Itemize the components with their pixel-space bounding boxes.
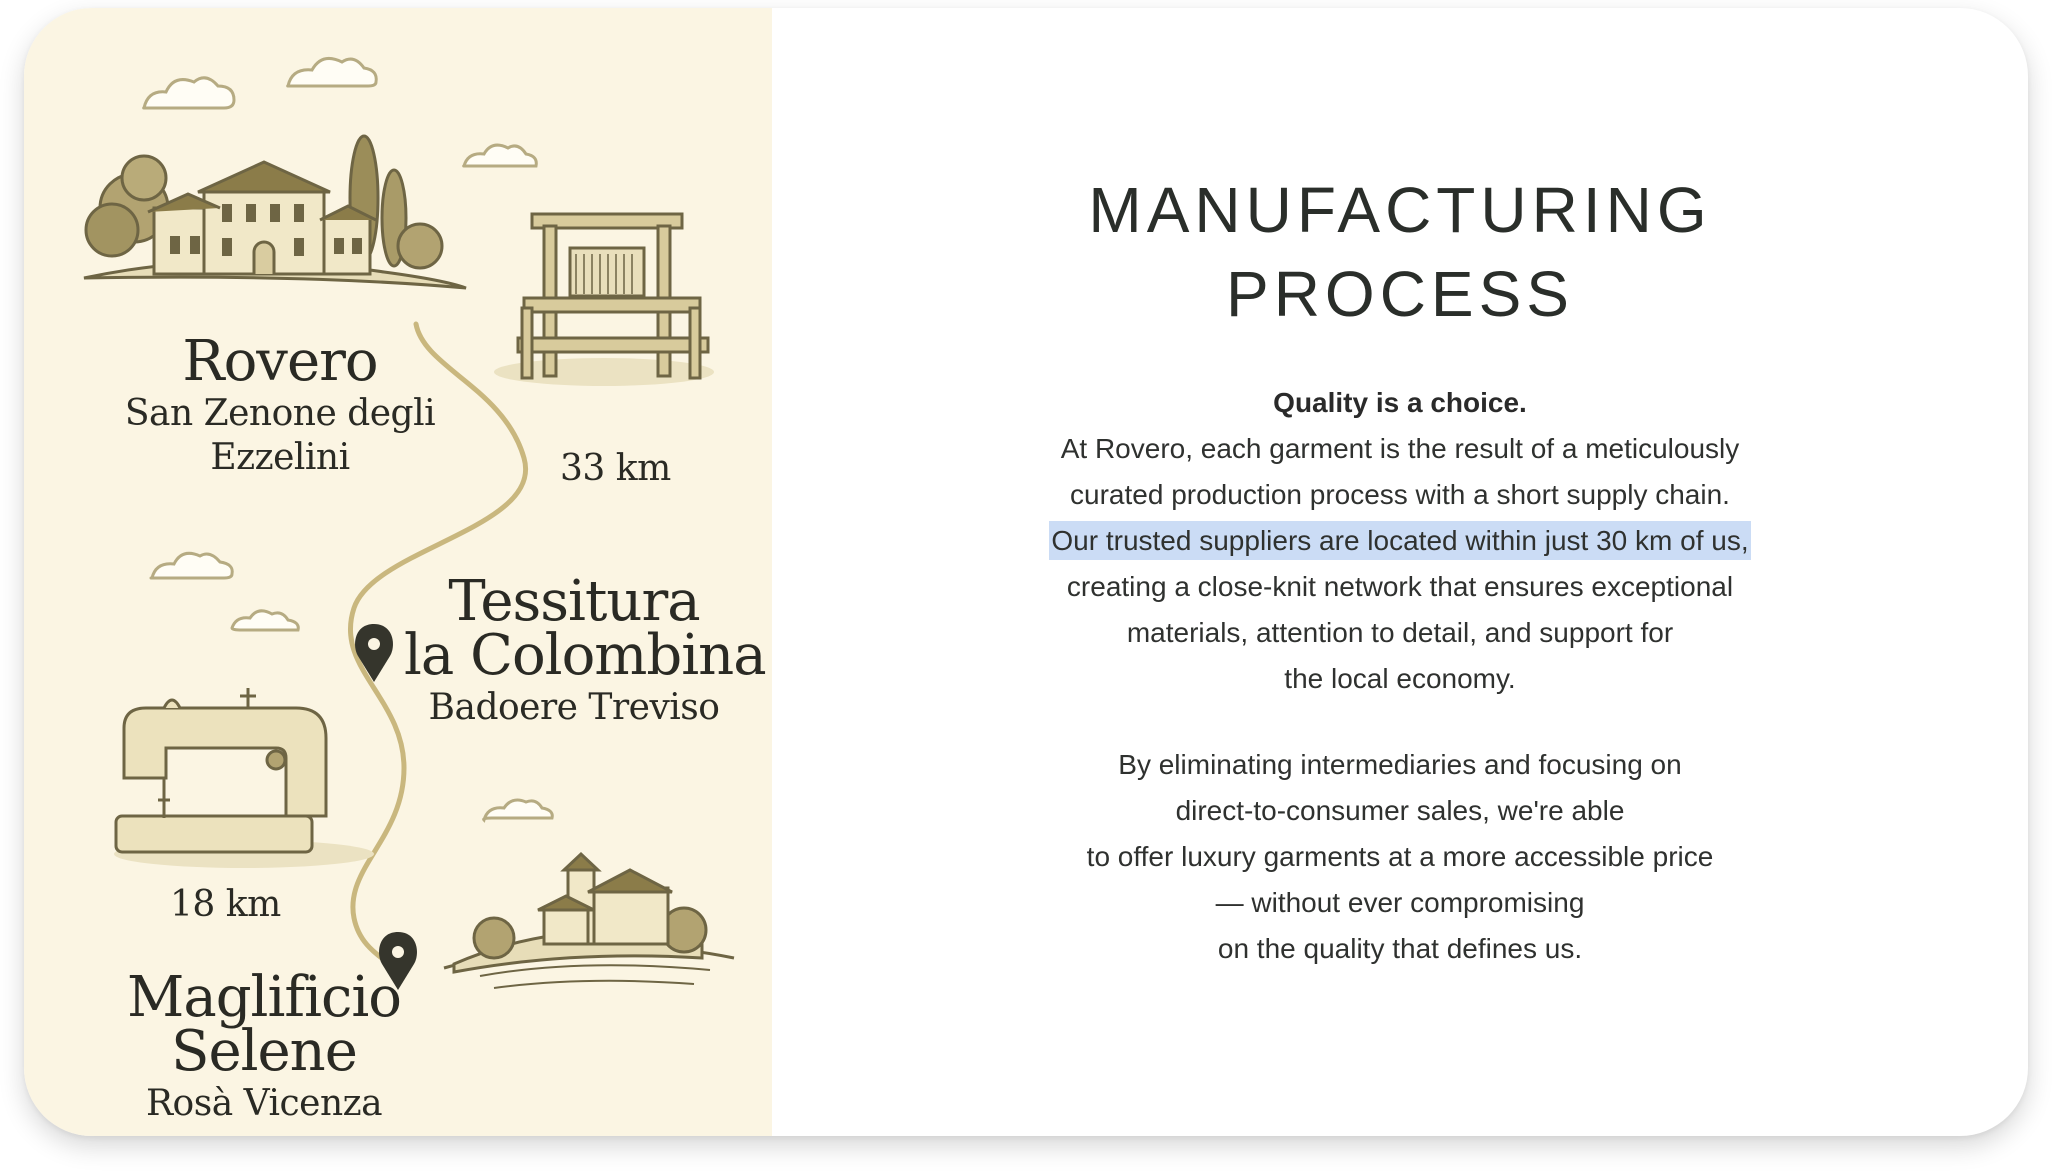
origin-location-line-2: Ezzelini xyxy=(210,437,350,478)
map-artwork xyxy=(83,56,735,990)
manufacturing-text-panel: MANUFACTURING PROCESS Quality is a choic… xyxy=(772,8,2028,1136)
knitwear-name-line-1: Maglificio xyxy=(126,965,402,1030)
paragraph-line: creating a close-knit network that ensur… xyxy=(1066,571,1734,602)
paragraph-line: on the quality that defines us. xyxy=(1217,933,1583,964)
paragraph-line: — without ever compromising xyxy=(1215,887,1585,918)
paragraph-line: the local economy. xyxy=(1284,663,1516,694)
heading-line-2: PROCESS xyxy=(1226,258,1574,330)
sewing-machine-icon xyxy=(114,688,374,868)
paragraph-line: At Rovero, each garment is the result of… xyxy=(1060,433,1740,464)
knitwear-name-line-2: Selene xyxy=(171,1019,358,1084)
origin-name: Rovero xyxy=(182,329,378,394)
paragraph-line: curated production process with a short … xyxy=(1070,479,1730,510)
distance-label: 33 km xyxy=(560,448,671,489)
heading-line-1: MANUFACTURING xyxy=(1088,174,1712,246)
section-heading: MANUFACTURING PROCESS xyxy=(772,168,2028,336)
village-icon xyxy=(443,851,735,989)
location-pin-icon xyxy=(355,624,393,682)
supply-chain-map: Rovero San Zenone degli Ezzelini 33 km T… xyxy=(24,8,772,1136)
manufacturing-card: Rovero San Zenone degli Ezzelini 33 km T… xyxy=(24,8,2028,1136)
road-path xyxy=(347,321,529,971)
location-pin-icon xyxy=(379,932,417,990)
knitwear-location: Rosà Vicenza xyxy=(145,1083,383,1124)
origin-location-line-1: San Zenone degli xyxy=(124,393,436,434)
weaver-location: Badoere Treviso xyxy=(428,687,720,728)
villa-icon xyxy=(83,134,467,290)
selected-text[interactable]: Our trusted suppliers are located within… xyxy=(1049,521,1751,560)
section-body: Quality is a choice. At Rovero, each gar… xyxy=(772,380,2028,972)
paragraph-line: to offer luxury garments at a more acces… xyxy=(1086,841,1714,872)
distance-label: 18 km xyxy=(170,884,281,925)
paragraph-line: direct-to-consumer sales, we're able xyxy=(1175,795,1625,826)
cloud-icon xyxy=(142,56,554,823)
weaver-name-line-1: Tessitura xyxy=(448,569,700,634)
loom-icon xyxy=(494,212,714,386)
tagline: Quality is a choice. xyxy=(1273,387,1527,418)
weaver-name-line-2: la Colombina xyxy=(404,623,767,688)
paragraph-line: materials, attention to detail, and supp… xyxy=(1126,617,1674,648)
paragraph-line: By eliminating intermediaries and focusi… xyxy=(1118,749,1682,780)
